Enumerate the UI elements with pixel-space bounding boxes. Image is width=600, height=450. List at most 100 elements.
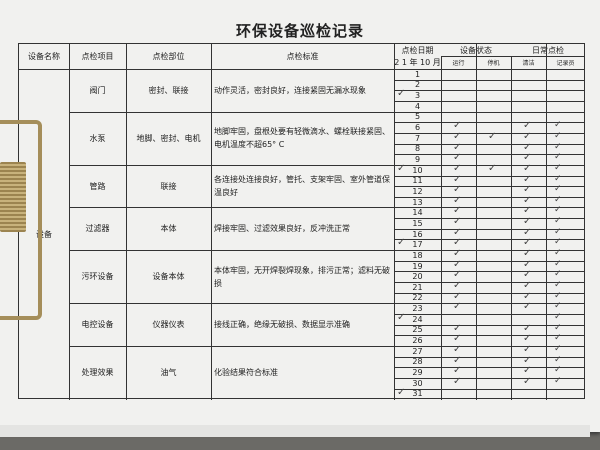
header-daily: 日常点检: [532, 45, 564, 55]
check-item: 水泵: [89, 133, 106, 143]
check-mark-running: ✓: [453, 354, 462, 366]
row-divider: [394, 239, 585, 241]
check-mark-running: ✓: [453, 184, 462, 196]
check-mark-running: ✓: [453, 322, 462, 334]
check-mark-running: ✓: [453, 290, 462, 302]
recorder-signature: ✓: [554, 269, 562, 280]
check-standard: 本体牢固，无开焊裂焊现象，排污正常；滤料无破损: [214, 265, 390, 288]
check-mark-date: ✓: [397, 386, 406, 398]
recorder-signature: ✓: [554, 173, 562, 184]
check-mark-clean: ✓: [523, 280, 532, 291]
row-divider: [394, 335, 585, 337]
check-item: 过滤器: [85, 224, 110, 234]
check-mark-date: ✓: [397, 88, 406, 100]
header-name: 设备名称: [28, 52, 60, 61]
day-number: 17: [412, 240, 423, 250]
day-number: 25: [412, 325, 423, 335]
day-number: 4: [414, 101, 421, 111]
recorder-signature: ✓: [554, 184, 562, 195]
row-divider: [394, 377, 585, 379]
check-part: 油气: [160, 368, 177, 378]
check-part: 地脚、密封、电机: [136, 133, 201, 143]
row-divider: [394, 196, 585, 198]
row-divider: [394, 132, 585, 134]
check-mark-clean: ✓: [523, 248, 532, 260]
header-running: 运行: [452, 60, 465, 67]
check-standard: 焊接牢固、过滤效果良好，反冲洗正常: [214, 224, 350, 234]
divider: [546, 44, 547, 400]
divider: [441, 56, 442, 400]
recorder-signature: ✓: [554, 248, 562, 259]
day-number: 1: [414, 69, 421, 79]
recorder-signature: ✓: [554, 237, 562, 248]
check-mark-running: ✓: [453, 205, 462, 217]
check-item: 阀门: [89, 85, 106, 95]
row-divider: [394, 111, 585, 113]
recorder-signature: ✓: [554, 322, 562, 333]
row-divider: [394, 218, 585, 220]
recorder-signature: ✓: [554, 226, 562, 237]
day-number: 7: [414, 133, 421, 143]
row-divider: [394, 154, 585, 156]
day-number: 9: [414, 155, 421, 164]
divider: [126, 44, 127, 400]
day-number: 30: [412, 378, 423, 388]
row-divider: [394, 292, 585, 294]
group-divider: [69, 207, 394, 209]
check-mark-clean: ✓: [523, 333, 532, 345]
check-part: 设备本体: [152, 272, 185, 282]
recorder-signature: ✓: [554, 194, 562, 205]
header-year-month: 2 1 年 10 月: [394, 58, 441, 67]
check-mark-clean: ✓: [523, 173, 532, 185]
row-divider: [394, 175, 585, 177]
group-divider: [69, 111, 394, 113]
row-divider: [394, 388, 585, 390]
divider: [511, 56, 512, 400]
check-item: 处理效果: [81, 368, 114, 378]
row-divider: [394, 228, 585, 230]
header-date: 点检日期: [401, 45, 434, 55]
check-mark-clean: ✓: [523, 205, 532, 217]
check-mark-running: ✓: [453, 120, 462, 132]
divider: [394, 44, 395, 400]
row-divider: [394, 282, 585, 283]
check-mark-stopped: ✓: [488, 130, 497, 142]
day-number: 3: [414, 91, 421, 101]
check-mark-clean: ✓: [523, 301, 532, 313]
day-number: 22: [412, 293, 423, 303]
day-number: 15: [412, 218, 423, 228]
check-mark-clean: ✓: [523, 365, 532, 377]
recorder-signature: ✓: [554, 375, 562, 386]
divider: [211, 44, 212, 400]
header-clean: 清洁: [522, 60, 535, 67]
divider: [69, 44, 70, 400]
check-part: 密封、联接: [148, 85, 189, 95]
check-mark-clean: ✓: [523, 162, 532, 174]
day-number: 8: [414, 144, 421, 154]
check-mark-running: ✓: [453, 258, 462, 270]
recorder-signature: ✓: [554, 258, 562, 269]
check-mark-clean: ✓: [523, 226, 532, 238]
inspection-sheet: [0, 0, 600, 432]
check-part: 本体: [160, 224, 177, 234]
recorder-signature: ✓: [554, 130, 562, 141]
day-number: 24: [412, 314, 423, 324]
recorder-signature: ✓: [554, 354, 562, 365]
day-number: 6: [414, 123, 421, 133]
divider: [19, 69, 584, 70]
row-divider: [394, 100, 585, 102]
group-divider: [69, 250, 394, 252]
row-divider: [394, 345, 585, 347]
check-part: 仪器仪表: [152, 320, 185, 330]
header-recorder: 记录员: [556, 60, 575, 67]
check-mark-clean: ✓: [523, 120, 532, 132]
row-divider: [394, 260, 585, 262]
check-mark-running: ✓: [453, 269, 462, 281]
check-mark-running: ✓: [453, 301, 462, 313]
row-divider: [394, 250, 585, 252]
sheet-edge: [0, 425, 590, 437]
day-number: 16: [412, 229, 423, 239]
check-mark-clean: ✓: [523, 216, 532, 228]
check-mark-clean: ✓: [523, 184, 532, 196]
check-mark-date: ✓: [397, 311, 406, 323]
